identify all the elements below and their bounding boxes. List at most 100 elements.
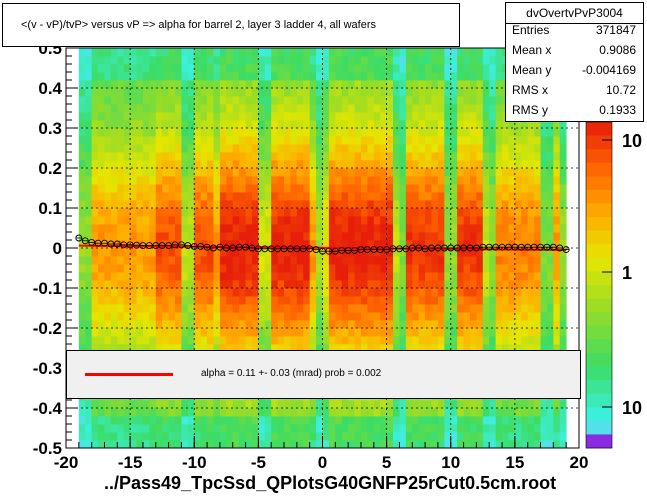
heatmap-cell <box>136 152 144 161</box>
heatmap-cell <box>264 328 272 337</box>
heatmap-cell <box>380 112 388 121</box>
heatmap-cell <box>136 312 144 321</box>
heatmap-cell <box>527 240 535 249</box>
heatmap-cell <box>399 320 407 329</box>
heatmap-cell <box>271 128 279 137</box>
palette-cell <box>586 339 612 354</box>
heatmap-cell <box>271 328 279 337</box>
heatmap-cell <box>123 328 131 337</box>
heatmap-cell <box>85 440 93 449</box>
heatmap-cell <box>181 440 189 449</box>
heatmap-cell <box>354 320 362 329</box>
heatmap-cell <box>341 80 349 89</box>
heatmap-cell <box>367 336 375 345</box>
heatmap-cell <box>559 328 567 337</box>
heatmap-cell <box>514 120 522 129</box>
heatmap-cell <box>130 104 137 113</box>
heatmap-cell <box>232 432 240 441</box>
palette-cell <box>586 380 612 395</box>
heatmap-cell <box>495 112 503 121</box>
heatmap-cell <box>360 224 368 233</box>
heatmap-cell <box>508 296 516 305</box>
heatmap-cell <box>175 224 182 233</box>
heatmap-cell <box>142 176 150 185</box>
heatmap-cell <box>85 152 93 161</box>
heatmap-cell <box>360 304 368 313</box>
heatmap-cell <box>341 304 349 313</box>
heatmap-cell <box>489 232 497 241</box>
heatmap-cell <box>328 56 336 65</box>
heatmap-cell <box>559 280 567 289</box>
heatmap-cell <box>271 208 279 217</box>
heatmap-cell <box>264 416 272 425</box>
heatmap-cell <box>508 232 516 241</box>
heatmap-cell <box>232 64 240 73</box>
heatmap-cell <box>553 272 561 281</box>
heatmap-cell <box>393 424 400 433</box>
heatmap-cell <box>457 232 464 241</box>
heatmap-cell <box>91 248 99 257</box>
heatmap-cell <box>175 416 182 425</box>
heatmap-cell <box>367 424 375 433</box>
heatmap-cell <box>559 192 567 201</box>
heatmap-cell <box>226 216 234 225</box>
heatmap-cell <box>78 424 86 433</box>
heatmap-cell <box>296 328 304 337</box>
heatmap-cell <box>245 288 253 297</box>
heatmap-cell <box>360 288 368 297</box>
heatmap-cell <box>85 296 93 305</box>
heatmap-cell <box>303 56 311 65</box>
heatmap-cell <box>142 136 150 145</box>
heatmap-cell <box>360 112 368 121</box>
heatmap-cell <box>226 432 234 441</box>
heatmap-cell <box>264 88 272 97</box>
heatmap-cell <box>495 312 503 321</box>
heatmap-cell <box>200 104 208 113</box>
heatmap-cell <box>175 248 182 257</box>
heatmap-cell <box>469 128 477 137</box>
heatmap-cell <box>296 400 304 409</box>
heatmap-cell <box>303 80 311 89</box>
heatmap-cell <box>123 112 131 121</box>
heatmap-cell <box>559 296 567 305</box>
heatmap-cell <box>303 128 311 137</box>
heatmap-cell <box>469 240 477 249</box>
heatmap-cell <box>386 120 394 129</box>
heatmap-cell <box>476 248 484 257</box>
heatmap-cell <box>476 96 484 105</box>
heatmap-cell <box>149 168 157 177</box>
heatmap-cell <box>495 336 503 345</box>
heatmap-cell <box>489 272 497 281</box>
heatmap-cell <box>322 240 330 249</box>
heatmap-cell <box>328 104 336 113</box>
heatmap-cell <box>290 216 298 225</box>
heatmap-cell <box>219 144 227 153</box>
heatmap-cell <box>258 256 266 265</box>
heatmap-cell <box>181 272 189 281</box>
heatmap-cell <box>110 288 118 297</box>
heatmap-cell <box>418 264 426 273</box>
heatmap-cell <box>85 248 93 257</box>
heatmap-cell <box>328 416 336 425</box>
heatmap-cell <box>175 64 182 73</box>
heatmap-cell <box>104 104 112 113</box>
heatmap-cell <box>425 320 432 329</box>
profile-marker <box>113 240 121 248</box>
heatmap-cell <box>540 152 548 161</box>
heatmap-cell <box>393 224 400 233</box>
heatmap-cell <box>175 432 182 441</box>
heatmap-cell <box>335 320 343 329</box>
heatmap-cell <box>540 192 548 201</box>
heatmap-cell <box>309 112 317 121</box>
heatmap-cell <box>380 312 388 321</box>
heatmap-cell <box>489 296 497 305</box>
heatmap-cell <box>277 416 285 425</box>
heatmap-cell <box>296 344 304 353</box>
heatmap-cell <box>162 336 169 345</box>
heatmap-cell <box>78 64 86 73</box>
heatmap-cell <box>226 224 234 233</box>
heatmap-cell <box>450 184 458 193</box>
heatmap-cell <box>194 256 202 265</box>
stats-label: RMS y <box>512 103 548 117</box>
heatmap-cell <box>386 328 394 337</box>
